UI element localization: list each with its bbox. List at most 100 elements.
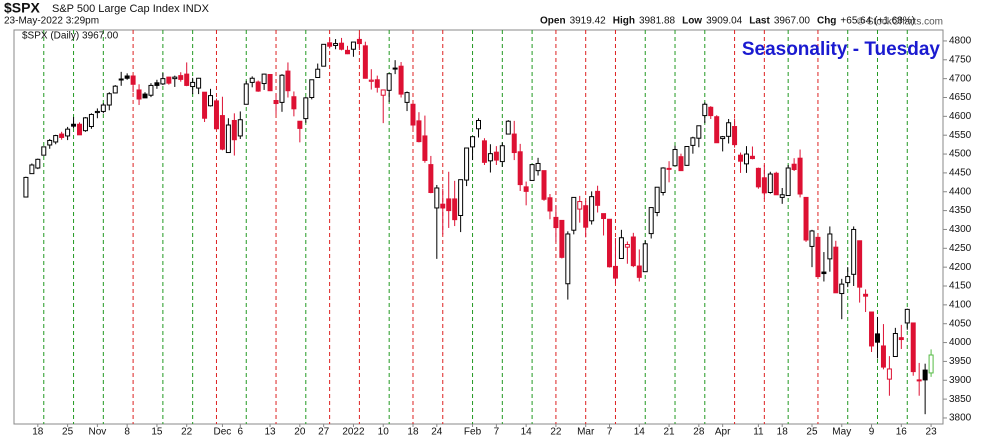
x-tick-label: 20 [294,427,306,438]
y-tick-label: 4350 [949,205,972,216]
candle-body [231,119,237,141]
candle-body [845,276,851,284]
candle-body [374,79,380,88]
candle-body [202,91,208,119]
candle-body [821,271,827,275]
y-tick-label: 4600 [949,111,972,122]
candle-body [869,311,875,347]
candle-body [35,158,41,169]
candle-body [791,163,797,171]
y-tick-label: 4050 [949,318,972,329]
candle-body [642,243,648,273]
x-tick-label: 27 [318,427,330,438]
candle-body [481,140,487,163]
candle-body [434,187,440,209]
candle-body [243,83,249,105]
candle-body [904,308,910,324]
plot: 3800 3850 3900 3950 4000 4050 4100 4150 4200 4250… [23,30,972,438]
candle-body [458,179,464,217]
x-tick-label: 13 [265,427,277,438]
candle-body [65,128,71,137]
y-tick-label: 4700 [949,73,972,84]
x-tick-label: 2022 [342,427,365,438]
x-tick-label: 25 [62,427,74,438]
candle-body [380,89,386,96]
y-tick-label: 4550 [949,130,972,141]
candle-body [315,68,321,79]
candle-body [648,207,654,235]
candle-body [767,173,773,194]
candle-body [333,43,339,46]
x-tick-label: May [832,427,851,438]
candle-body [523,186,529,192]
candle-body [607,218,613,268]
candle-body [273,100,279,105]
candle-body [464,147,470,181]
candle-body [285,70,291,92]
copyright: © StockCharts.com [857,17,943,28]
candle-body [136,89,142,100]
candle-body [166,76,172,84]
x-tick-label: 23 [926,427,938,438]
candle-body [601,213,607,220]
candle-body [738,154,744,162]
candle-body [446,198,452,212]
quote-label: High [613,16,635,27]
candle-body [666,167,672,170]
x-tick-label: 18 [777,427,789,438]
x-tick-label: 18 [32,427,44,438]
candle-body [922,369,928,381]
candle-body [59,133,65,138]
candle-body [630,236,636,267]
candle-body [422,135,428,161]
candle-body [487,153,493,162]
candle-body [321,43,327,67]
candle-body [886,368,892,380]
candle-body [726,122,732,137]
chart-title: Seasonality - Tuesday [742,39,941,60]
candle-body [303,97,309,120]
candle-body [636,265,642,278]
candle-body [910,322,916,373]
candle-body [916,379,922,382]
y-tick-label: 4150 [949,281,972,292]
candle-body [732,126,738,146]
candle-body [392,67,398,70]
candle-body [589,196,595,222]
candle-body [827,233,833,260]
candle-body [386,73,392,91]
candle-body [654,186,660,213]
legend: $SPX (Daily) 3967.00 [22,31,119,42]
x-tick-label: 6 [238,427,244,438]
candle-body [612,265,618,279]
y-tick-label: 4100 [949,299,972,310]
candle-body [761,177,767,194]
candle-body [291,96,297,110]
candle-body [809,230,815,247]
candle-body [327,42,333,47]
candle-body [708,106,714,117]
candle-body [53,135,59,143]
candle-body [547,197,553,212]
candle-body [898,337,904,341]
candle-body [309,79,315,98]
x-tick-label: 7 [607,427,613,438]
candle-body [428,164,434,194]
candle-body [356,38,362,45]
y-tick-label: 4300 [949,224,972,235]
x-tick-label: 18 [407,427,419,438]
candle-body [505,120,511,135]
candle-body [261,73,267,85]
candle-body [541,170,547,200]
symbol: $SPX [4,0,40,16]
candle-body [678,156,684,172]
candle-body [720,136,726,140]
candle-body [339,42,345,50]
x-tick-label: 14 [634,427,646,438]
y-tick-label: 3900 [949,375,972,386]
candle-body [452,198,458,221]
candle-body [410,103,416,126]
candle-body [279,74,285,103]
x-tick-label: 22 [550,427,562,438]
